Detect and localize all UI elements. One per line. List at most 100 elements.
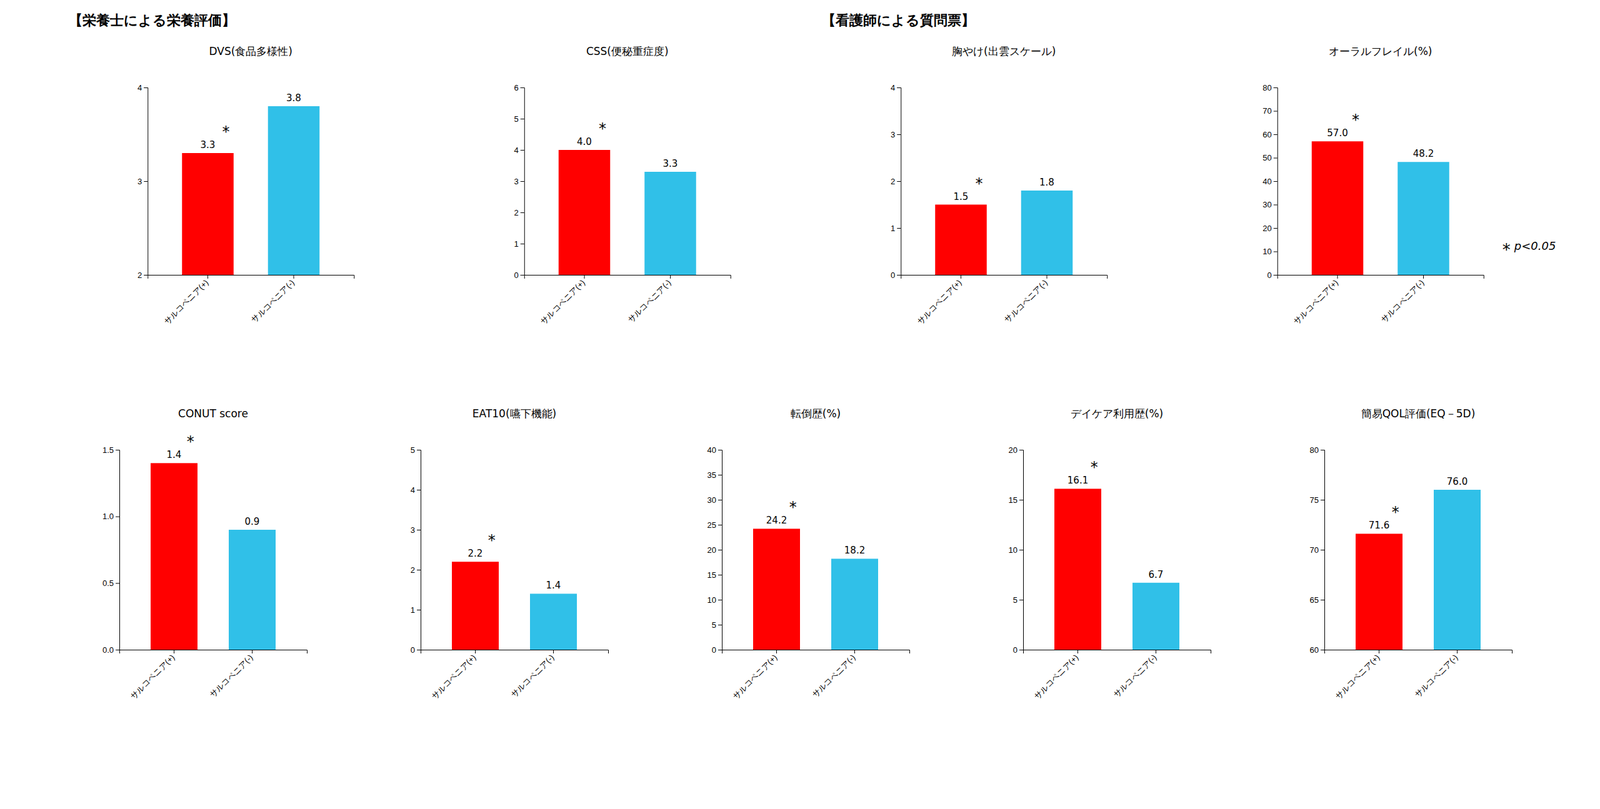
data-labels: 71.676.0 bbox=[1368, 476, 1468, 532]
y-tick: 6 bbox=[514, 83, 525, 93]
tick-mark bbox=[1019, 550, 1024, 551]
tick-label: 60 bbox=[1262, 130, 1272, 140]
significance-star: * bbox=[1090, 458, 1099, 477]
tick-mark bbox=[718, 500, 722, 501]
tick-label: 65 bbox=[1310, 595, 1319, 605]
data-label: 2.2 bbox=[468, 548, 484, 560]
tick-mark bbox=[553, 650, 554, 654]
y-tick: 1 bbox=[514, 239, 525, 249]
y-axis: 05101520 bbox=[1008, 445, 1024, 655]
tick-mark bbox=[115, 583, 120, 584]
tick-mark bbox=[718, 575, 722, 576]
tick-label: 0 bbox=[711, 645, 717, 655]
y-tick: 10 bbox=[707, 595, 722, 605]
y-tick: 15 bbox=[707, 570, 722, 580]
bar bbox=[1311, 141, 1364, 275]
tick-mark bbox=[520, 150, 525, 151]
tick-mark bbox=[520, 212, 525, 214]
data-label: 3.3 bbox=[200, 139, 216, 151]
tick-label: 40 bbox=[707, 445, 717, 455]
x-tick: サルコペニア(+) bbox=[1291, 275, 1340, 327]
tick-label: 20 bbox=[1262, 223, 1272, 234]
data-label: 18.2 bbox=[844, 545, 865, 557]
tick-mark bbox=[1273, 111, 1278, 112]
axis-domain bbox=[120, 650, 308, 655]
axis-domain bbox=[1320, 450, 1325, 651]
tick-mark bbox=[718, 475, 722, 476]
bars bbox=[753, 528, 879, 650]
axis-domain bbox=[1325, 650, 1513, 655]
x-tick: サルコペニア(-) bbox=[1111, 650, 1159, 700]
category-label: サルコペニア(-) bbox=[207, 653, 255, 700]
y-tick: 40 bbox=[1262, 176, 1277, 187]
tick-label: 0 bbox=[1013, 645, 1018, 655]
tick-mark bbox=[1155, 650, 1157, 654]
x-tick: サルコペニア(-) bbox=[1378, 275, 1426, 325]
data-label: 1.4 bbox=[166, 449, 182, 461]
category-label: サルコペニア(+) bbox=[915, 278, 964, 327]
x-axis: サルコペニア(+)サルコペニア(-) bbox=[421, 650, 609, 702]
tick-mark bbox=[960, 275, 962, 279]
tick-mark bbox=[1423, 275, 1424, 279]
significance-star: * bbox=[488, 531, 496, 550]
tick-label: 0.5 bbox=[102, 578, 114, 589]
y-tick: 50 bbox=[1262, 153, 1277, 163]
chart: 0123456サルコペニア(+)サルコペニア(-)4.03.3*CSS(便秘重症… bbox=[514, 45, 732, 327]
tick-label: 20 bbox=[1008, 445, 1018, 455]
x-tick: サルコペニア(+) bbox=[128, 650, 177, 702]
x-tick: サルコペニア(+) bbox=[1031, 650, 1080, 702]
chart: 0510152025303540サルコペニア(+)サルコペニア(-)24.218… bbox=[707, 407, 910, 702]
bars bbox=[1355, 490, 1481, 650]
y-tick: 80 bbox=[1262, 83, 1277, 93]
chart-title: CONUT score bbox=[178, 407, 249, 420]
figure: 234サルコペニア(+)サルコペニア(-)3.33.8*DVS(食品多様性)01… bbox=[0, 0, 1600, 809]
tick-label: 1 bbox=[890, 223, 895, 234]
data-label: 6.7 bbox=[1148, 569, 1164, 581]
data-label: 3.8 bbox=[286, 92, 302, 104]
y-axis: 0510152025303540 bbox=[707, 445, 723, 655]
tick-mark bbox=[1320, 500, 1325, 501]
y-tick: 75 bbox=[1310, 495, 1325, 505]
data-label: 1.8 bbox=[1039, 176, 1055, 189]
axis-domain bbox=[1019, 450, 1024, 651]
bars bbox=[1054, 488, 1180, 650]
y-tick: 20 bbox=[1008, 445, 1024, 455]
tick-mark bbox=[475, 650, 476, 654]
y-tick: 20 bbox=[707, 545, 722, 555]
axis-domain bbox=[416, 450, 422, 651]
note-text: p<0.05 bbox=[1513, 239, 1557, 253]
tick-label: 4 bbox=[890, 83, 895, 93]
tick-mark bbox=[143, 87, 148, 89]
category-label: サルコペニア(+) bbox=[1291, 278, 1340, 327]
y-tick: 2 bbox=[514, 208, 525, 218]
tick-mark bbox=[1019, 650, 1024, 651]
y-axis: 6065707580 bbox=[1310, 445, 1325, 655]
y-tick: 80 bbox=[1310, 445, 1325, 455]
tick-label: 70 bbox=[1310, 545, 1319, 555]
y-tick: 2 bbox=[890, 176, 901, 187]
bar bbox=[1054, 488, 1102, 650]
y-tick: 0 bbox=[514, 270, 525, 280]
x-tick: サルコペニア(+) bbox=[538, 275, 587, 327]
axis-domain bbox=[421, 650, 609, 655]
tick-label: 20 bbox=[707, 545, 717, 555]
tick-label: 30 bbox=[707, 495, 717, 505]
tick-label: 0 bbox=[1267, 270, 1272, 280]
x-axis: サルコペニア(+) サルコペニア(-) bbox=[1277, 275, 1484, 327]
axis-domain bbox=[901, 275, 1108, 280]
tick-label: 4 bbox=[137, 83, 142, 93]
data-label: 16.1 bbox=[1067, 475, 1089, 487]
tick-label: 2 bbox=[137, 270, 142, 280]
tick-label: 3 bbox=[514, 176, 519, 187]
bars bbox=[935, 190, 1073, 275]
tick-mark bbox=[416, 570, 421, 571]
data-label: 48.2 bbox=[1413, 148, 1434, 160]
tick-mark bbox=[718, 525, 722, 526]
tick-mark bbox=[520, 243, 525, 245]
axis-domain bbox=[115, 450, 120, 651]
chart: 6065707580サルコペニア(+)サルコペニア(-)71.676.0*簡易Q… bbox=[1310, 407, 1513, 702]
y-tick: 1 bbox=[410, 605, 421, 615]
category-label: サルコペニア(+) bbox=[1333, 653, 1382, 702]
bars bbox=[1311, 141, 1450, 275]
tick-mark bbox=[584, 275, 585, 279]
